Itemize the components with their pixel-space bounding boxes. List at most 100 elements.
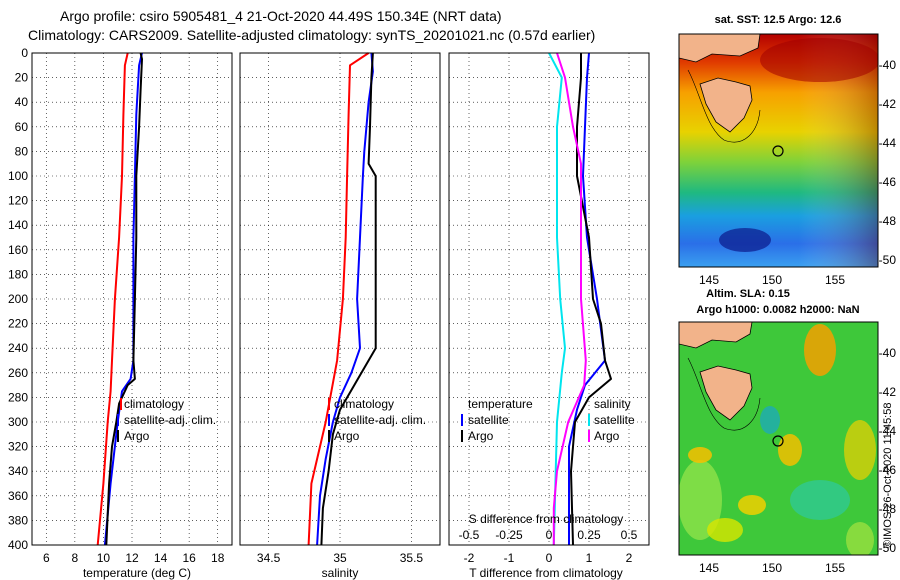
title-line-1: Argo profile: csiro 5905481_4 21-Oct-202… [60,8,502,24]
plot-frame [31,52,233,546]
depth-tick-label: 180 [8,267,28,281]
depth-tick-label: 400 [8,538,28,552]
sla-anomaly-6 [707,518,743,542]
sst-map-title: sat. SST: 12.5 Argo: 12.6 [715,14,842,26]
temperature-xlabel: temperature (deg C) [83,566,191,580]
legend-t-satellite-label: satellite [468,413,509,427]
x-tick-label: 35.5 [400,551,424,565]
series-line-argo [105,52,143,546]
depth-tick-label: 320 [8,440,28,454]
map-y-tick-label: -48 [879,502,897,516]
depth-tick-label: 380 [8,513,28,527]
legend-satellite-label: satellite-adj. clim. [124,413,216,427]
map-y-tick-label: -42 [879,385,897,399]
depth-tick-label: 340 [8,464,28,478]
x-tick-label: 14 [154,551,168,565]
plot-frame [448,52,650,546]
legend-sal-argo-label: Argo [334,429,360,443]
difference-legend: temperature satellite Argo salinity sate… [461,397,635,443]
depth-tick-label: 120 [8,194,28,208]
tasmania-land [699,77,753,133]
top-x-tick-label: 0.5 [621,528,638,542]
x-tick-label: -1 [504,551,515,565]
depth-tick-label: 160 [8,243,28,257]
plot-frame [239,52,441,546]
x-tick-label: 18 [211,551,225,565]
depth-tick-label: 280 [8,390,28,404]
map-x-tick-label: 145 [699,273,719,287]
x-tick-label: 34.5 [257,551,281,565]
depth-tick-label: 100 [8,169,28,183]
x-tick-label: 2 [626,551,633,565]
map-y-tick-label: -46 [879,175,897,189]
map-y-tick-label: -50 [879,253,897,267]
map-y-tick-label: -42 [879,97,897,111]
top-x-tick-label: 0 [546,528,553,542]
sst-cold-patch [719,228,771,252]
depth-tick-label: 220 [8,317,28,331]
legend-t-argo-label: Argo [468,429,494,443]
top-x-tick-label: 0.25 [577,528,601,542]
sla-anomaly-1 [679,460,722,540]
map-y-tick-label: -48 [879,214,897,228]
map-y-tick-label: -40 [879,346,897,360]
temperature-panel: 6 8 10 12 14 16 18 [31,52,233,565]
temperature-legend: climatology satellite-adj. clim. Argo [117,397,216,443]
sla-map-title-2: Argo h1000: 0.0082 h2000: NaN [696,304,859,316]
top-x-tick-label: -0.25 [495,528,523,542]
x-tick-label: 1 [586,551,593,565]
difference-panel: -2 -1 0 1 2 -0.5 -0.25 0 0.25 0.5 [448,52,650,565]
sst-warm-patch [760,38,878,82]
top-x-tick-label: -0.5 [459,528,480,542]
map-y-tick-label: -50 [879,541,897,555]
sst-depth-contour [687,69,761,143]
sla-anomaly-10 [846,522,874,555]
sla-map-title-1: Altim. SLA: 0.15 [706,288,790,300]
sla-map-ticks: 145 150 155 -40 -42 -44 -46 -48 -50 [699,346,896,575]
sst-map-frame [678,33,879,268]
sla-anomaly-2 [804,324,836,376]
legend-s-satellite-label: satellite [594,413,635,427]
depth-tick-label: 300 [8,415,28,429]
sla-argo-location-marker [772,435,784,447]
sla-anomaly-8 [760,406,780,434]
series-line-satellite-adj-clim- [316,52,374,546]
depth-tick-label: 360 [8,489,28,503]
legend-argo-label: Argo [124,429,150,443]
imos-credit: ©IMOS 26-Oct-2020 11:45:58 [882,403,894,548]
depth-tick-label: 240 [8,341,28,355]
sst-map: sat. SST: 12.5 Argo: 12.6 145 150 155 -40 -4… [678,14,897,287]
salinity-xlabel: salinity [322,566,359,580]
depth-tick-label: 200 [8,292,28,306]
depth-tick-label: 260 [8,366,28,380]
legend-climatology-label: climatology [124,397,184,411]
legend-s-argo-label: Argo [594,429,620,443]
x-tick-label: 16 [182,551,196,565]
series-line-s-satellite [548,52,566,546]
x-tick-label: 8 [72,551,79,565]
salinity-panel: 34.5 35 35.5 [239,52,441,565]
x-tick-label: 10 [97,551,111,565]
series-line-climatology [307,52,370,546]
difference-top-xlabel: S difference from climatology [469,512,624,526]
x-tick-label: 12 [125,551,139,565]
map-y-tick-label: -44 [879,136,897,150]
legend-sal-climatology-label: climatology [334,397,394,411]
map-y-tick-label: -44 [879,424,897,438]
x-tick-label: -2 [464,551,475,565]
difference-xlabel: T difference from climatology [469,566,623,580]
sla-map-frame [678,321,879,556]
map-x-tick-label: 150 [762,561,782,575]
series-line-climatology [96,52,129,546]
depth-tick-label: 20 [15,71,29,85]
sla-anomaly-9 [844,420,876,480]
legend-salinity-title: salinity [594,397,631,411]
depth-tick-label: 60 [15,120,29,134]
series-line-t-argo [570,53,612,546]
depth-tick-label: 0 [21,46,28,60]
title-line-2: Climatology: CARS2009. Satellite-adjuste… [28,27,595,43]
legend-sal-satellite-label: satellite-adj. clim. [334,413,426,427]
x-tick-label: 0 [546,551,553,565]
map-x-tick-label: 155 [825,561,845,575]
salinity-legend: climatology satellite-adj. clim. Argo [328,397,426,443]
